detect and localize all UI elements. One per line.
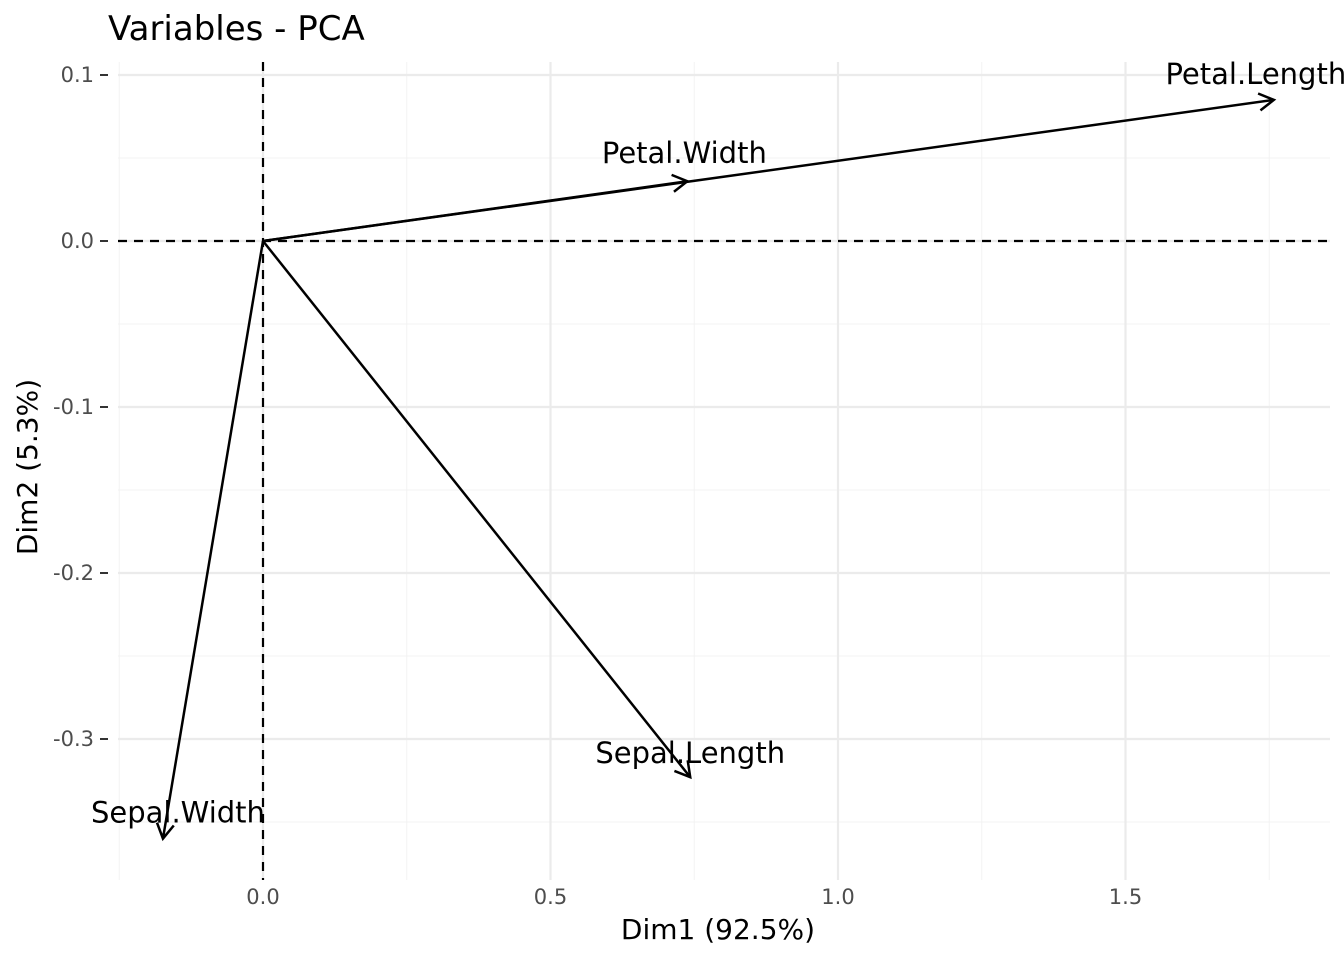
arrow-petal-width — [262, 180, 688, 243]
minor-gridlines — [118, 62, 1330, 880]
reference-lines — [118, 62, 1330, 880]
arrowhead-sepal-length — [673, 760, 692, 780]
arrowhead-sepal-width — [155, 822, 175, 842]
y-tick-label: -0.3 — [53, 727, 94, 751]
label-sepal-length: Sepal.Length — [595, 736, 785, 770]
arrowhead-petal-length — [1257, 92, 1277, 112]
label-petal-width: Petal.Width — [602, 136, 767, 170]
y-tick-label: 0.1 — [61, 63, 94, 87]
chart-title: Variables - PCA — [108, 9, 365, 49]
variable-labels: Sepal.Length Sepal.Width Petal.Length Petal… — [91, 57, 1344, 830]
x-axis-title: Dim1 (92.5%) — [621, 913, 815, 946]
y-tick-label: 0.0 — [61, 229, 94, 253]
arrow-sepal-length — [262, 240, 692, 778]
y-tick-label: -0.1 — [53, 395, 94, 419]
arrow-sepal-width — [161, 240, 265, 839]
x-tick-label: 0.5 — [534, 885, 567, 909]
axis-ticks: 0.0 0.5 1.0 1.5 0.1 0.0 -0.1 -0.2 -0.3 — [53, 63, 1142, 909]
y-axis-title: Dim2 (5.3%) — [11, 379, 44, 555]
arrowhead-petal-width — [671, 173, 690, 193]
label-petal-length: Petal.Length — [1165, 57, 1344, 91]
x-tick-label: 1.5 — [1109, 885, 1142, 909]
x-tick-label: 1.0 — [821, 885, 854, 909]
variable-arrows — [155, 92, 1277, 842]
y-tick-label: -0.2 — [53, 561, 94, 585]
x-tick-label: 0.0 — [246, 885, 279, 909]
label-sepal-width: Sepal.Width — [91, 796, 265, 830]
